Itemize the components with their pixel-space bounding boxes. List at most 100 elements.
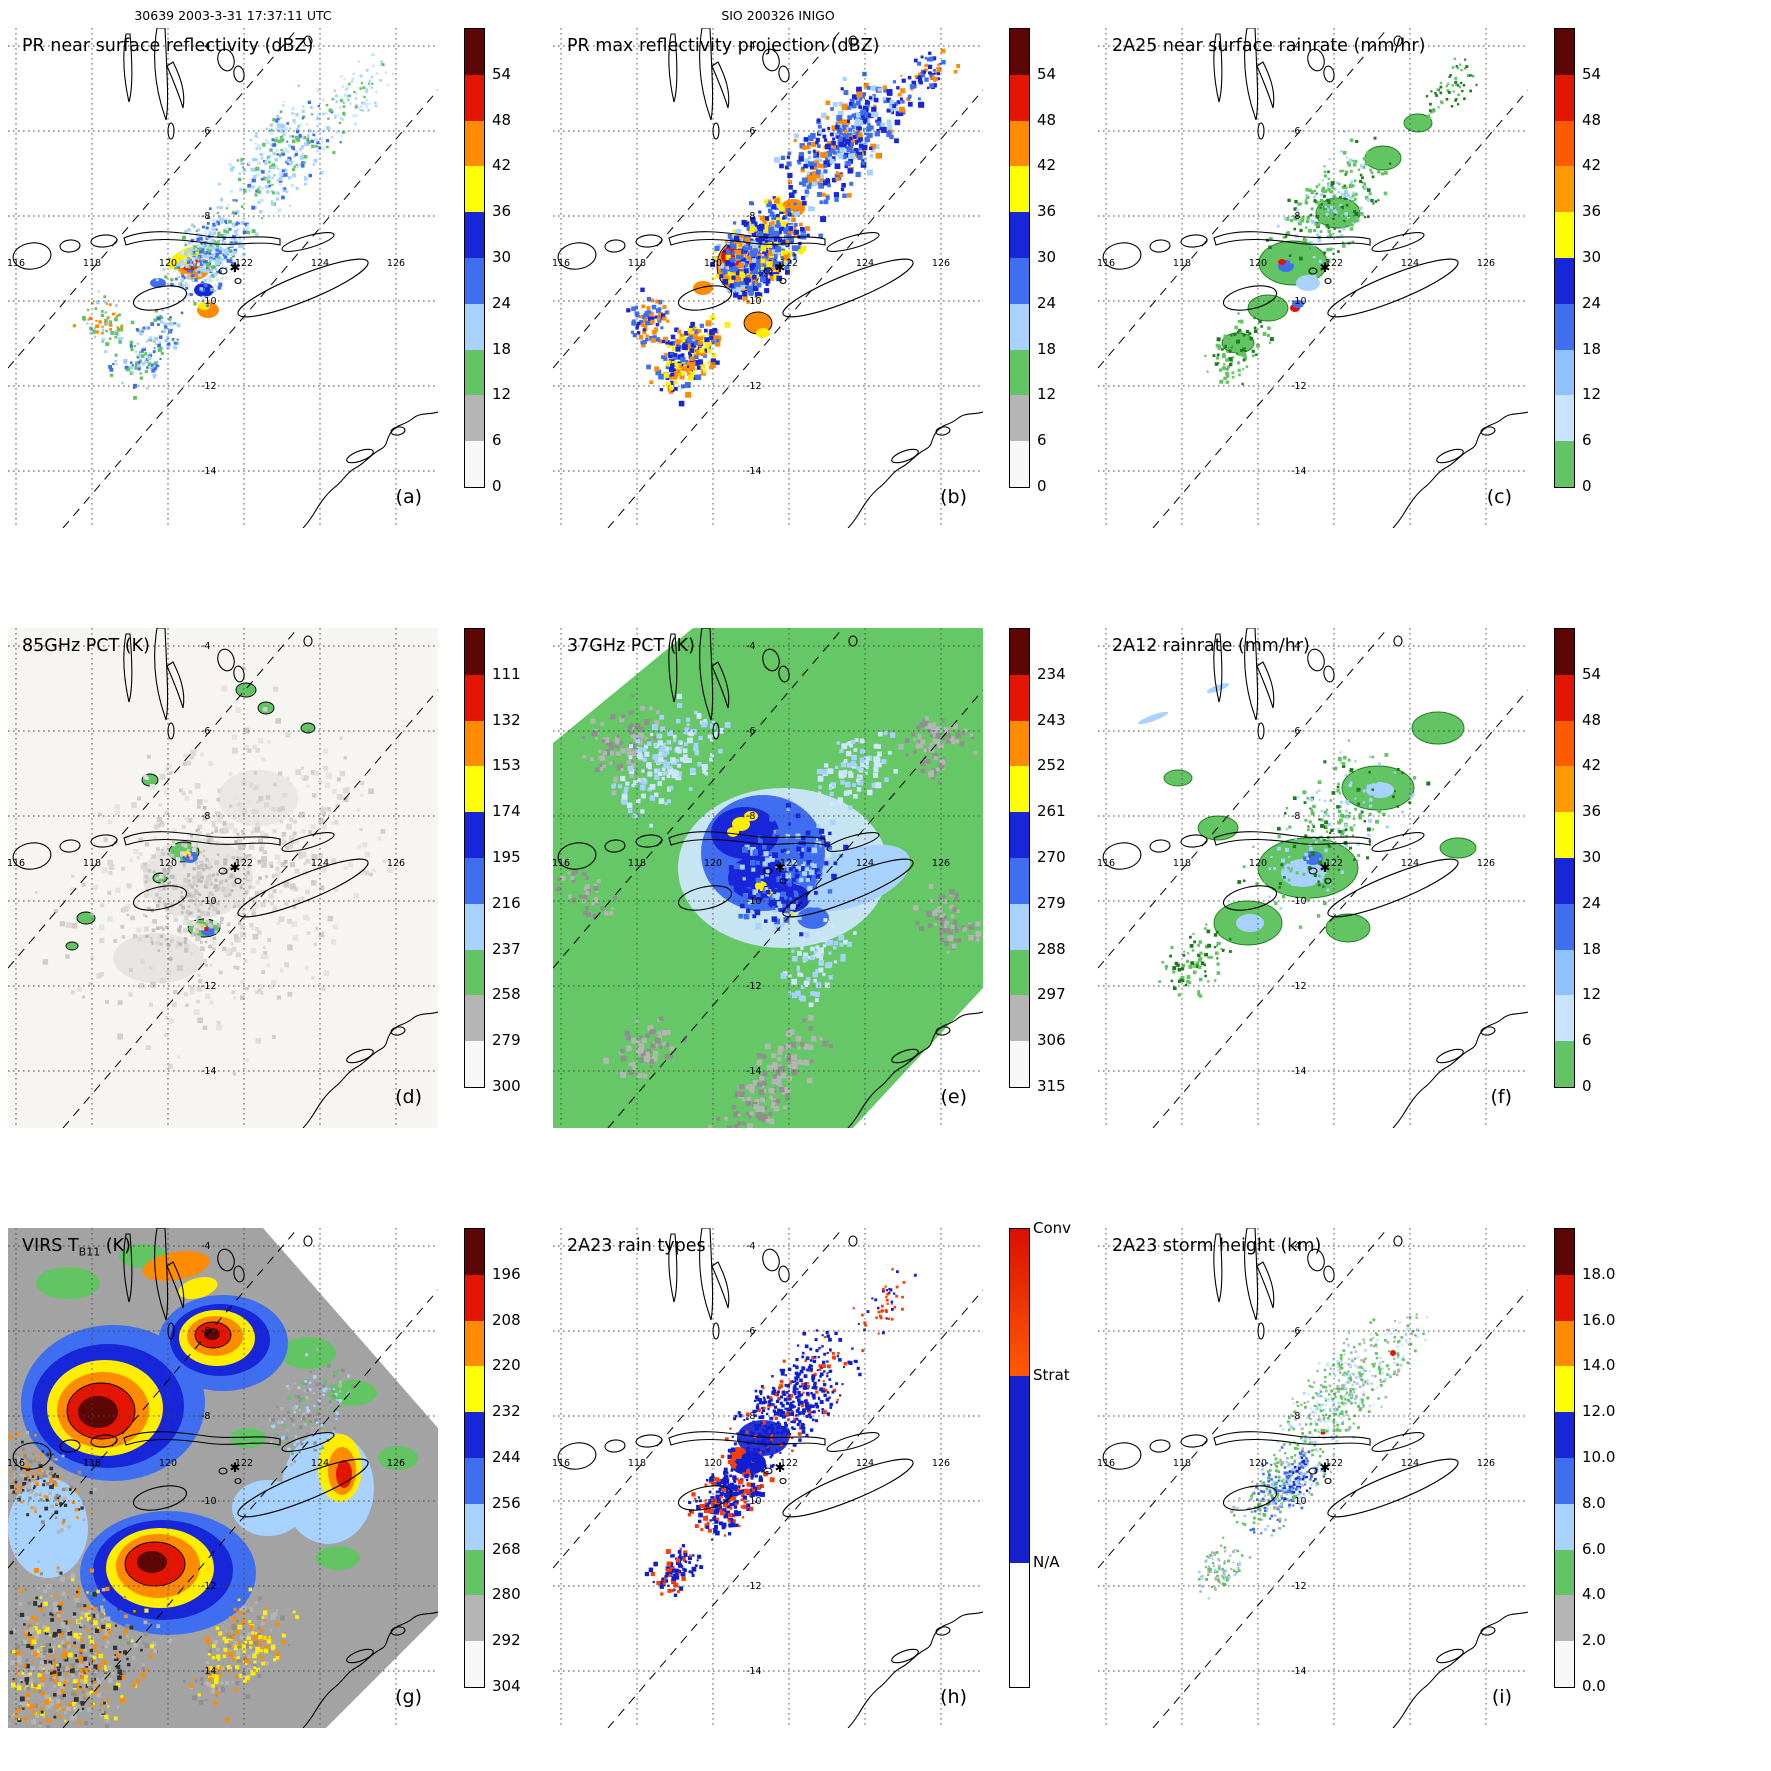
lon-label: 122 (235, 1458, 253, 1469)
colorbar-segment (465, 995, 484, 1042)
coastlines (557, 1228, 983, 1728)
colorbar-segment (1010, 29, 1029, 75)
data-field-blobs (1137, 683, 1477, 946)
colorbar-segment (1010, 257, 1029, 304)
lon-label: 120 (704, 258, 722, 269)
panel-title: PR near surface reflectivity (dBZ) (22, 36, 313, 56)
colorbar-tick-label: 153 (492, 756, 521, 775)
colorbar-segment (465, 441, 484, 487)
panel-title: 85GHz PCT (K) (22, 636, 150, 656)
lon-label: 118 (83, 258, 101, 269)
lat-label: -4 (201, 641, 210, 652)
lat-label: -12 (1291, 381, 1307, 392)
colorbar-segment (1555, 441, 1574, 487)
lat-label: -8 (201, 811, 210, 822)
colorbar-tick-label: 6 (1037, 431, 1047, 450)
lat-label: -8 (1291, 211, 1300, 222)
colorbar-tick-label: 18 (1037, 339, 1057, 358)
colorbar-segment (465, 1457, 484, 1504)
graticule (553, 628, 983, 1128)
colorbar-segment (1555, 395, 1574, 442)
lat-label: -4 (201, 41, 210, 52)
map-canvas: 116 118 120 122 124 126 -4 -6 -8 -10 -12 -14 ✱ (1098, 1228, 1528, 1728)
colorbar-segment (465, 857, 484, 904)
colorbar-segment (1555, 674, 1574, 721)
colorbar-segment (465, 1229, 484, 1275)
panel-title: 37GHz PCT (K) (567, 636, 695, 656)
colorbar-tick-label: 237 (492, 939, 521, 958)
colorbar-category-label: N/A (1033, 1553, 1060, 1572)
panel-letter: (i) (1491, 1686, 1512, 1708)
colorbar-segment-conv (1010, 1229, 1029, 1376)
colorbar-tick-label: 297 (1037, 985, 1066, 1004)
lon-label: 120 (704, 1458, 722, 1469)
lat-label: -10 (201, 1496, 217, 1507)
panel-grid: 116 118 120 122 124 126 -4 -6 -8 -10 -12 -14 ✱ PR ne… (8, 28, 1643, 1728)
map-canvas: 116 118 120 122 124 126 -4 -6 -8 -10 -12 -14 ✱ (553, 28, 983, 528)
colorbar-d: 111 132 153 174 195 216 237 258 279 300 (464, 628, 552, 1098)
colorbar-tick-label: 243 (1037, 710, 1066, 729)
colorbar-tick-label: 12 (1582, 385, 1602, 404)
lat-label: -14 (746, 1666, 762, 1677)
lon-label: 118 (628, 258, 646, 269)
coastlines (12, 1228, 438, 1728)
colorbar-tick-label: 48 (1037, 110, 1057, 129)
graticule-labels: 116 118 120 122 124 126 -4 -6 -8 -10 -12 -14 (1098, 641, 1495, 1077)
storm-center-marker: ✱ (775, 861, 786, 876)
pr-swath-edge-lines (553, 628, 983, 1128)
panel-letter: (e) (940, 1086, 967, 1108)
colorbar-tick-label: 24 (492, 293, 512, 312)
graticule-labels: 116 118 120 122 124 126 -4 -6 -8 -10 -12 -14 (553, 1241, 950, 1677)
colorbar-segment (1555, 1229, 1574, 1275)
lat-label: -12 (1291, 1581, 1307, 1592)
colorbar-g: 196 208 220 232 244 256 268 280 292 304 (464, 1228, 552, 1698)
map-canvas: 116 118 120 122 124 126 -4 -6 -8 -10 -12 -14 ✱ (8, 1228, 438, 1728)
colorbar-tick-label: 300 (492, 1077, 521, 1095)
lon-label: 124 (1401, 858, 1419, 869)
colorbar-tick-label: 279 (1037, 893, 1066, 912)
lat-label: -8 (201, 1411, 210, 1422)
panel-letter: (b) (940, 486, 967, 508)
lon-label: 116 (8, 258, 25, 269)
graticule (1098, 628, 1528, 1128)
data-field-speckles (1204, 57, 1478, 386)
graticule-labels: 116 118 120 122 124 126 -4 -6 -8 -10 -12 -14 (553, 41, 950, 477)
colorbar-segment (465, 903, 484, 950)
coastlines (1102, 1228, 1528, 1728)
storm-center-marker: ✱ (230, 861, 241, 876)
lat-label: -12 (746, 381, 762, 392)
colorbar-tick-label: 54 (1582, 664, 1602, 683)
panel-title-text: PR near surface reflectivity (dBZ) (22, 36, 314, 56)
colorbar-segment (1010, 812, 1029, 858)
lat-label: -10 (201, 896, 217, 907)
colorbar-segment (1010, 949, 1029, 996)
panel-d: 116 118 120 122 124 126 -4 -6 -8 -10 -12 -14 ✱ 85GHz… (8, 628, 553, 1128)
data-field-speckles (1197, 1313, 1429, 1600)
storm-center-marker: ✱ (1320, 261, 1331, 276)
map-canvas: 116 118 120 122 124 126 -4 -6 -8 -10 -12 -14 ✱ (1098, 28, 1528, 528)
lat-label: -4 (746, 1241, 755, 1252)
colorbar-tick-label: 315 (1037, 1077, 1066, 1095)
colorbar-segment (1010, 766, 1029, 813)
lat-label: -8 (746, 211, 755, 222)
colorbar (464, 1228, 485, 1688)
colorbar-segment (465, 395, 484, 442)
lat-label: -4 (746, 41, 755, 52)
colorbar-tick-label: 0 (1582, 477, 1592, 495)
panel-title-text: 2A12 rainrate (mm/hr) (1112, 636, 1310, 656)
panel-letter: (d) (395, 1086, 422, 1108)
colorbar-tick-label: 6 (492, 431, 502, 450)
panel-title-text: PR max reflectivity projection (dBZ) (567, 36, 880, 56)
map-canvas: 116 118 120 122 124 126 -4 -6 -8 -10 -12 -14 ✱ (553, 628, 983, 1128)
colorbar-segment (1555, 166, 1574, 213)
colorbar-tick-label: 288 (1037, 939, 1066, 958)
colorbar-tick-label: 18 (492, 339, 512, 358)
colorbar-segment (1555, 303, 1574, 350)
colorbar-segment (1010, 995, 1029, 1042)
panel-a: 116 118 120 122 124 126 -4 -6 -8 -10 -12 -14 ✱ PR ne… (8, 28, 553, 528)
panel-title: 2A23 storm height (km) (1112, 1236, 1321, 1256)
colorbar-tick-label: 48 (492, 110, 512, 129)
colorbar-segment (1010, 212, 1029, 258)
pr-swath-edge-lines (8, 1228, 438, 1728)
colorbar (464, 628, 485, 1088)
